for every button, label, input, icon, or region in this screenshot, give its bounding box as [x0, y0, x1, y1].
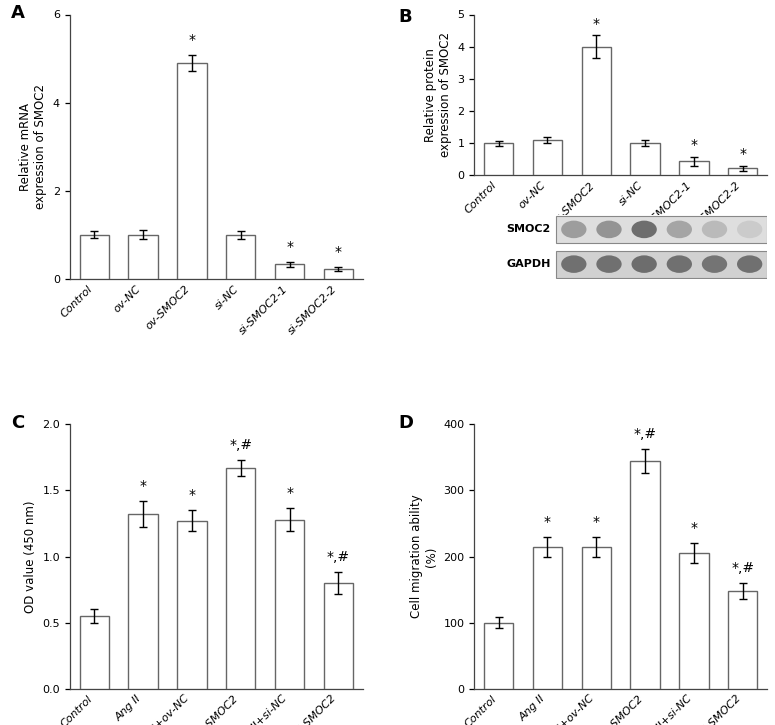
Bar	[129, 514, 157, 689]
Text: *,#: *,#	[229, 438, 253, 452]
Bar	[680, 162, 708, 175]
Bar	[80, 235, 108, 279]
Ellipse shape	[666, 220, 692, 239]
Text: *: *	[188, 489, 195, 502]
Bar	[226, 235, 255, 279]
Ellipse shape	[632, 255, 657, 273]
Ellipse shape	[737, 255, 763, 273]
Bar	[532, 140, 562, 175]
Bar	[275, 520, 305, 689]
Text: *: *	[739, 146, 746, 161]
Bar	[631, 460, 660, 689]
Ellipse shape	[702, 220, 727, 239]
Text: GAPDH: GAPDH	[506, 259, 550, 269]
Ellipse shape	[666, 255, 692, 273]
Text: *: *	[593, 17, 600, 30]
Bar	[80, 616, 108, 689]
Text: *: *	[188, 33, 195, 47]
Text: *: *	[286, 240, 293, 254]
Text: *: *	[691, 521, 698, 535]
Text: *: *	[140, 479, 146, 493]
Bar	[484, 143, 513, 175]
Bar	[484, 623, 513, 689]
Bar	[177, 63, 206, 279]
Bar	[728, 168, 757, 175]
Text: A: A	[11, 4, 25, 22]
Bar	[226, 468, 255, 689]
Text: *: *	[544, 515, 551, 529]
Ellipse shape	[561, 220, 587, 239]
Bar	[680, 553, 708, 689]
Bar	[324, 583, 353, 689]
Ellipse shape	[561, 255, 587, 273]
Y-axis label: OD value (450 nm): OD value (450 nm)	[24, 500, 36, 613]
Bar	[631, 143, 660, 175]
Bar	[556, 251, 767, 278]
Bar	[728, 591, 757, 689]
Bar	[324, 269, 353, 279]
Bar	[582, 46, 611, 175]
Text: *: *	[286, 486, 293, 500]
Bar	[532, 547, 562, 689]
Text: *: *	[335, 245, 342, 259]
Ellipse shape	[596, 255, 622, 273]
Bar	[275, 265, 305, 279]
Text: D: D	[398, 414, 413, 432]
Bar	[177, 521, 206, 689]
Text: *,#: *,#	[732, 561, 754, 575]
Text: *,#: *,#	[327, 550, 350, 565]
Y-axis label: Relative protein
expression of SMOC2: Relative protein expression of SMOC2	[424, 33, 452, 157]
Bar	[556, 216, 767, 243]
Ellipse shape	[632, 220, 657, 239]
Bar	[129, 235, 157, 279]
Text: *: *	[593, 515, 600, 529]
Text: B: B	[398, 8, 412, 26]
Text: *,#: *,#	[634, 427, 656, 441]
Ellipse shape	[596, 220, 622, 239]
Text: SMOC2: SMOC2	[506, 225, 550, 234]
Ellipse shape	[702, 255, 727, 273]
Bar	[582, 547, 611, 689]
Text: *: *	[691, 138, 698, 152]
Text: C: C	[11, 414, 24, 432]
Ellipse shape	[737, 220, 763, 239]
Y-axis label: Cell migration ability
(%): Cell migration ability (%)	[410, 494, 438, 618]
Y-axis label: Relative mRNA
expression of SMOC2: Relative mRNA expression of SMOC2	[19, 84, 47, 210]
